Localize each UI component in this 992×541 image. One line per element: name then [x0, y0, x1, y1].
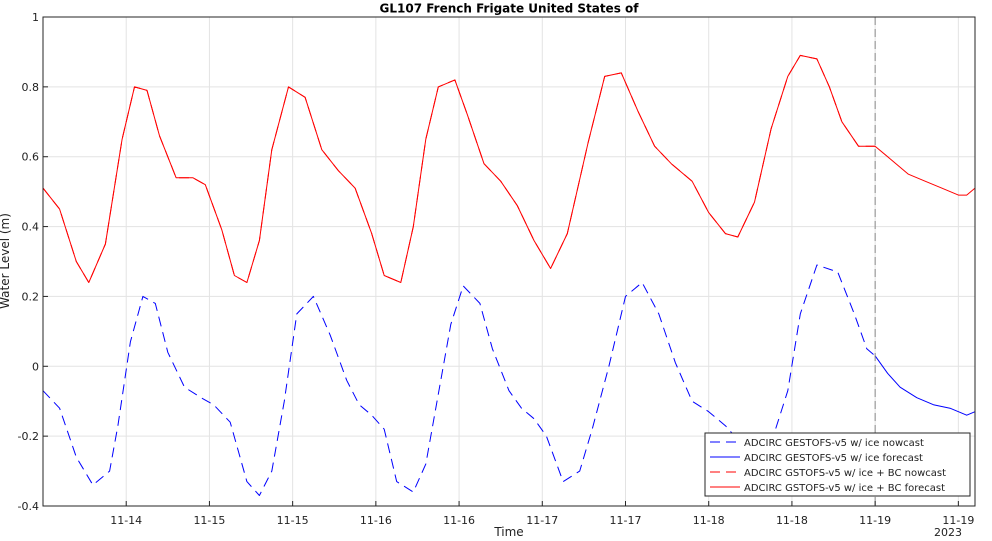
legend-label-2: ADCIRC GSTOFS-v5 w/ ice + BC nowcast [744, 468, 946, 479]
x-tick-label: 11-15 [193, 514, 225, 527]
legend-items: ADCIRC GESTOFS-v5 w/ ice nowcast ADCIRC G… [710, 438, 946, 494]
legend-label-3: ADCIRC GSTOFS-v5 w/ ice + BC forecast [744, 483, 945, 494]
x-tick-label: 11-15 [277, 514, 309, 527]
x-tick-label: 11-18 [776, 514, 808, 527]
x-axis-label: Time [493, 525, 523, 539]
x-axis-ticks: 11-14 11-15 11-15 11-16 11-16 11-17 11-17 11-18… [110, 501, 974, 527]
y-tick-label: 0.4 [22, 221, 40, 234]
y-axis-ticks: -0.4 -0.2 0 0.2 0.4 0.6 0.8 1 [18, 11, 48, 513]
chart-title: GL107 French Frigate United States of [380, 2, 640, 16]
series-line-1 [874, 355, 976, 416]
legend-label-0: ADCIRC GESTOFS-v5 w/ ice nowcast [744, 438, 924, 449]
plot-frame [42, 16, 976, 507]
y-tick-label: -0.2 [18, 430, 39, 443]
x-tick-label: 11-19 [942, 514, 974, 527]
x-tick-label: 11-19 [859, 514, 891, 527]
y-tick-label: 0.6 [22, 151, 40, 164]
x-tick-label: 11-14 [110, 514, 142, 527]
series-line-3 [42, 54, 976, 283]
y-tick-label: 0 [32, 360, 39, 373]
x-tick-label: 11-17 [526, 514, 558, 527]
y-tick-label: -0.4 [18, 500, 39, 513]
legend-box [704, 432, 971, 497]
legend: ADCIRC GESTOFS-v5 w/ ice nowcast ADCIRC G… [704, 432, 971, 497]
year-label: 2023 [934, 526, 962, 539]
legend-label-1: ADCIRC GESTOFS-v5 w/ ice forecast [744, 453, 923, 464]
x-tick-label: 11-16 [443, 514, 475, 527]
y-tick-label: 0.2 [22, 290, 40, 303]
x-tick-label: 11-16 [360, 514, 392, 527]
x-tick-label: 11-18 [693, 514, 725, 527]
x-tick-label: 11-17 [610, 514, 642, 527]
y-tick-label: 1 [32, 11, 39, 24]
y-axis-label: Water Level (m) [0, 213, 12, 309]
y-tick-label: 0.8 [22, 81, 40, 94]
